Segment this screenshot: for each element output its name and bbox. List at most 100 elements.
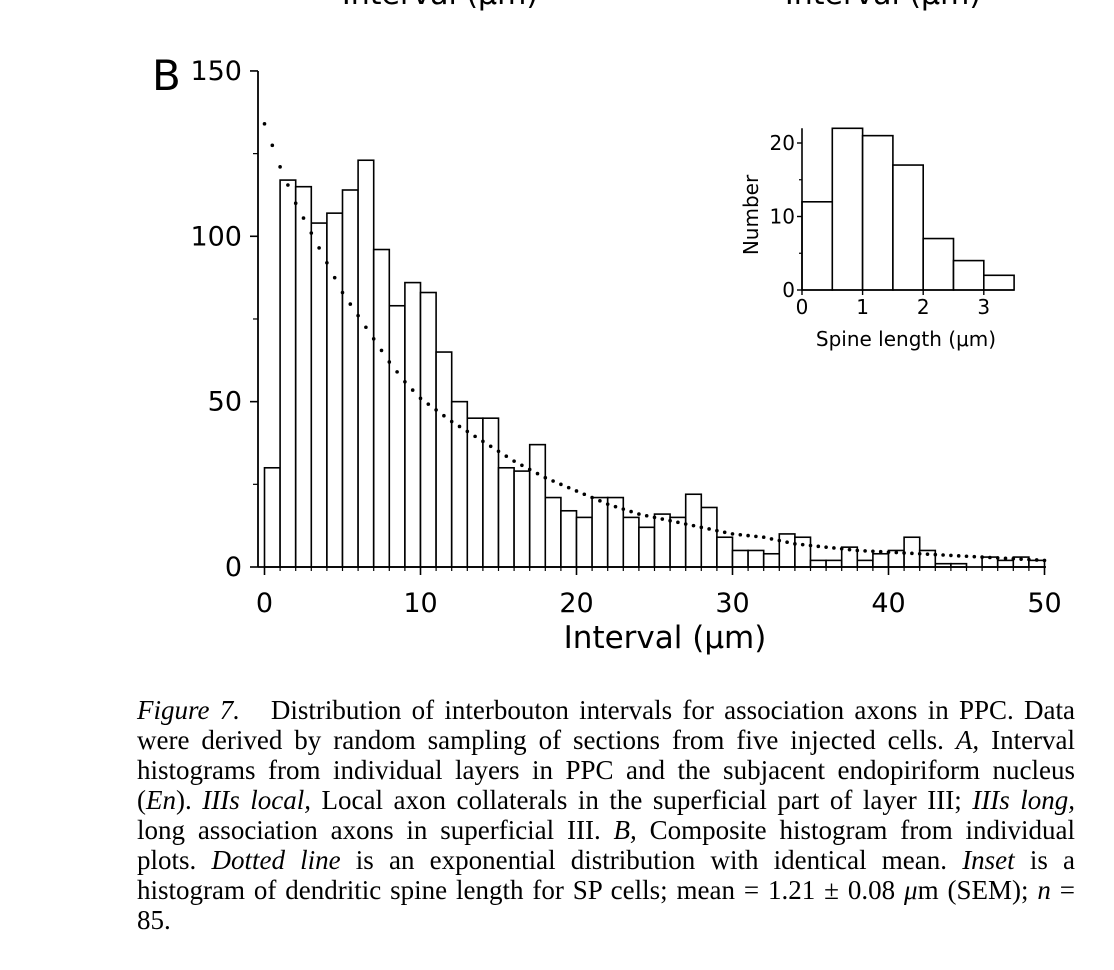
histogram-bar	[544, 496, 562, 568]
fit-line-dot	[972, 554, 977, 559]
histogram-bar	[778, 533, 796, 568]
caption-iiis-long-label: IIIs long,	[972, 785, 1076, 815]
histogram-bar	[435, 351, 453, 568]
fit-line-dot	[605, 502, 610, 506]
main-x-tick-label: 10	[403, 588, 437, 619]
inset-x-tick-label: 2	[917, 295, 930, 319]
histogram-bar	[513, 470, 531, 568]
inset-y-tick-label: 20	[770, 131, 795, 155]
fit-line-dot	[707, 527, 711, 531]
fit-line-dot	[715, 528, 719, 533]
fit-line-dot	[855, 548, 860, 553]
fit-line-dot	[434, 408, 438, 412]
histogram-bar	[372, 248, 391, 568]
inset-y-axis-label: Number	[739, 174, 763, 255]
fit-line-dot	[590, 495, 594, 500]
fit-line-dot	[1042, 558, 1047, 563]
histogram-bar	[294, 185, 313, 568]
inset-bar	[952, 259, 985, 291]
histogram-bar	[794, 536, 812, 568]
fit-line-dot	[894, 550, 899, 555]
figure-chart: Interval (µm) Interval (µm) B 0102030405…	[152, 0, 1062, 656]
caption-b-text: Composite histogram from individual plot…	[137, 815, 1076, 875]
fit-line-dot	[793, 542, 797, 546]
inset-y-tick-label: 0	[782, 278, 795, 302]
fit-line-dot	[730, 532, 735, 536]
histogram-bar	[419, 291, 437, 568]
fit-line-dot	[722, 530, 727, 535]
caption-b-label: B,	[613, 815, 637, 845]
panel-label: B	[152, 51, 181, 100]
fit-line-dot	[356, 313, 360, 318]
fit-line-dot	[652, 515, 657, 520]
fit-line-dot	[559, 482, 563, 487]
caption-iiis-local-text: Local axon collaterals in the superficia…	[321, 785, 962, 815]
fit-line-dot	[644, 513, 649, 518]
histogram-bar	[669, 516, 687, 568]
fit-line-dot	[824, 545, 828, 549]
histogram-bar	[575, 516, 593, 568]
fit-line-dot	[902, 551, 906, 555]
histogram-bar	[622, 516, 640, 568]
fit-line-dot	[293, 201, 298, 206]
inset-axes: 0 1 2 3 0 10 20	[770, 128, 1015, 319]
fit-line-dot	[488, 444, 493, 449]
histogram-bar	[357, 159, 375, 568]
main-y-tick-label: 150	[190, 56, 242, 87]
caption-a-label: A,	[955, 725, 980, 755]
fit-line-dot	[364, 325, 368, 330]
fit-line-dot	[769, 537, 774, 541]
fit-line-dot	[847, 547, 852, 552]
histogram-bar	[731, 549, 749, 568]
histogram-bar	[560, 509, 578, 568]
histogram-bar	[404, 281, 422, 568]
fit-line-dot	[964, 554, 969, 559]
fit-line-dot	[332, 275, 337, 280]
fit-line-dot	[543, 475, 548, 480]
fit-line-dot	[1019, 557, 1023, 561]
histogram-bar	[528, 443, 547, 568]
histogram-bar	[872, 552, 890, 568]
figure-caption: Figure 7. Distribution of interbouton in…	[137, 695, 1075, 935]
histogram-bar	[341, 189, 359, 568]
fit-line-dot	[262, 122, 267, 126]
fit-line-dot	[621, 507, 626, 511]
main-y-tick-label: 100	[190, 221, 242, 252]
fit-line-dot	[777, 538, 782, 543]
fit-line-dot	[348, 302, 353, 306]
fit-line-dot	[286, 183, 290, 187]
fit-line-dot	[933, 552, 938, 557]
histogram-bar	[825, 559, 843, 568]
fit-line-dot	[785, 540, 789, 544]
main-x-axis-label: Interval (µm)	[564, 620, 767, 656]
fit-line-dot	[566, 485, 571, 490]
histogram-bar	[856, 559, 874, 568]
main-y-tick-label: 50	[208, 387, 242, 418]
main-x-tick-label: 30	[715, 588, 749, 619]
fit-line-dot	[668, 518, 672, 523]
fit-line-dot	[418, 396, 423, 401]
fit-line-dot	[699, 525, 704, 530]
fit-line-dot	[317, 246, 321, 250]
fit-line-dot	[738, 532, 743, 537]
main-x-tick-label: 40	[871, 588, 905, 619]
histogram-bar	[279, 179, 297, 568]
fit-line-dot	[683, 522, 688, 526]
fit-line-dot	[956, 554, 961, 558]
inset-bar	[831, 127, 864, 291]
fit-line-dot	[449, 419, 454, 424]
inset-bars	[801, 127, 1015, 291]
histogram-bar	[716, 536, 734, 568]
fit-line-dot	[886, 550, 891, 554]
histogram-bar	[809, 559, 827, 568]
main-y-tick-label: 0	[225, 552, 242, 583]
fit-line-dot	[520, 463, 524, 468]
fit-line-dot	[395, 370, 399, 374]
histogram-bar	[747, 549, 765, 568]
caption-figure-label: Figure 7.	[137, 695, 241, 725]
fit-line-dot	[761, 535, 766, 540]
fit-line-dot	[504, 454, 509, 459]
inset-bar	[892, 164, 925, 291]
caption-en-term: En	[146, 785, 176, 815]
